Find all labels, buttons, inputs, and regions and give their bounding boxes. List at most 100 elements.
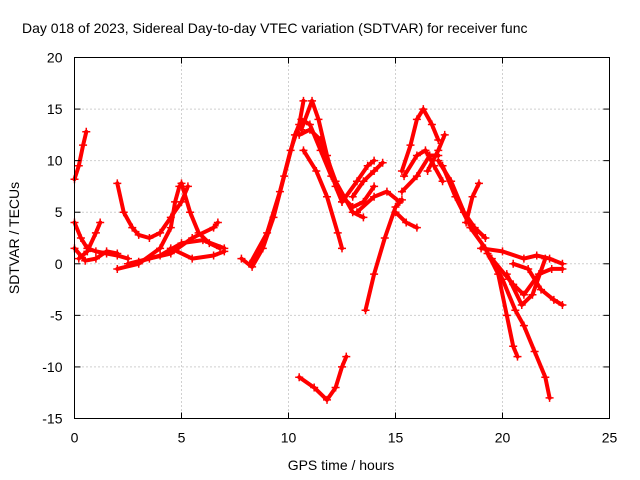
data-point-marker <box>134 230 143 239</box>
data-point-marker <box>370 192 379 201</box>
data-series-arc-14 <box>299 146 346 253</box>
data-point-marker <box>466 223 475 232</box>
data-point-marker <box>338 197 346 206</box>
grid-layer <box>74 57 610 419</box>
data-point-marker <box>237 254 246 263</box>
data-series-arc-10 <box>166 244 229 263</box>
data-point-marker <box>295 130 304 139</box>
data-point-marker <box>412 223 421 232</box>
y-tick-label: -5 <box>50 307 63 323</box>
data-point-marker <box>310 383 319 392</box>
data-point-marker <box>359 213 368 222</box>
data-point-marker <box>113 249 122 258</box>
data-point-marker <box>128 223 137 232</box>
x-tick-label: 10 <box>281 430 297 446</box>
data-point-marker <box>547 264 556 273</box>
series-trace <box>297 354 349 402</box>
x-tick-label: 25 <box>602 430 618 446</box>
data-point-marker <box>82 127 91 136</box>
data-point-marker <box>370 270 379 279</box>
data-point-marker <box>312 166 321 175</box>
data-point-marker <box>213 218 222 227</box>
data-point-marker <box>363 161 372 170</box>
data-point-marker <box>205 239 214 248</box>
data-point-marker <box>412 115 421 124</box>
data-point-marker <box>79 141 88 150</box>
data-series-arc-12 <box>245 96 308 268</box>
data-point-marker <box>519 254 528 263</box>
data-point-marker <box>509 342 518 351</box>
data-point-marker <box>558 301 567 310</box>
series-trace <box>297 127 366 220</box>
data-point-marker <box>511 306 520 315</box>
data-point-marker <box>352 208 361 217</box>
data-point-marker <box>370 156 379 165</box>
data-point-marker <box>370 166 379 175</box>
data-point-marker <box>519 321 528 330</box>
data-point-marker <box>183 182 192 191</box>
data-point-marker <box>134 257 143 266</box>
data-point-marker <box>81 256 90 265</box>
data-point-marker <box>323 192 332 201</box>
data-point-marker <box>541 254 550 263</box>
series-trace <box>350 160 385 199</box>
data-point-marker <box>74 161 83 170</box>
data-point-marker <box>558 264 567 273</box>
data-point-marker <box>338 244 346 253</box>
data-series-arc-03 <box>74 218 105 263</box>
data-point-marker <box>323 395 332 404</box>
series-trace <box>301 148 344 251</box>
y-axis-label: SDTVAR / TECUs <box>6 182 22 294</box>
data-point-marker <box>530 347 539 356</box>
data-point-marker <box>502 311 511 320</box>
data-series-arc-31 <box>477 244 567 268</box>
data-point-marker <box>113 179 122 188</box>
data-point-marker <box>209 251 218 260</box>
data-series-arc-05 <box>113 179 192 242</box>
series-trace <box>355 189 402 215</box>
data-point-marker <box>425 151 434 160</box>
data-point-marker <box>397 166 406 175</box>
y-tick-label: 10 <box>47 153 63 169</box>
data-point-marker <box>245 259 254 268</box>
data-point-marker <box>395 197 404 206</box>
data-point-marker <box>338 362 346 371</box>
tick-layer: 0 5 10 15 20 25 -15 -10 -5 0 5 10 15 20 <box>42 50 617 446</box>
data-point-marker <box>537 285 546 294</box>
data-point-marker <box>119 208 128 217</box>
data-point-marker <box>382 187 391 196</box>
data-point-marker <box>440 130 449 139</box>
data-point-marker <box>83 247 92 256</box>
data-series-arc-20 <box>352 187 404 217</box>
data-point-marker <box>524 264 533 273</box>
data-point-marker <box>275 187 284 196</box>
x-tick-label: 15 <box>388 430 404 446</box>
data-point-marker <box>166 223 175 232</box>
x-tick-label: 20 <box>495 430 511 446</box>
data-series-arc-15 <box>295 125 368 222</box>
series-trace <box>504 256 548 307</box>
data-point-marker <box>545 393 554 402</box>
data-point-marker <box>421 146 430 155</box>
data-point-marker <box>427 120 436 129</box>
data-point-marker <box>156 228 165 237</box>
data-point-marker <box>498 247 507 256</box>
data-point-marker <box>314 115 323 124</box>
data-point-marker <box>76 234 85 242</box>
data-point-marker <box>462 218 471 227</box>
data-point-marker <box>541 373 550 382</box>
data-point-marker <box>438 177 447 186</box>
data-point-marker <box>331 177 340 186</box>
data-point-marker <box>186 208 195 217</box>
data-point-marker <box>348 192 357 201</box>
data-point-marker <box>145 234 154 242</box>
data-point-marker <box>434 156 443 165</box>
data-series-arc-01 <box>70 127 91 184</box>
data-point-marker <box>380 234 389 242</box>
data-point-marker <box>406 141 415 150</box>
data-point-marker <box>509 259 518 268</box>
y-tick-label: -15 <box>42 411 62 427</box>
data-point-marker <box>412 151 421 160</box>
data-point-marker <box>156 244 165 253</box>
series-trace <box>399 107 441 173</box>
